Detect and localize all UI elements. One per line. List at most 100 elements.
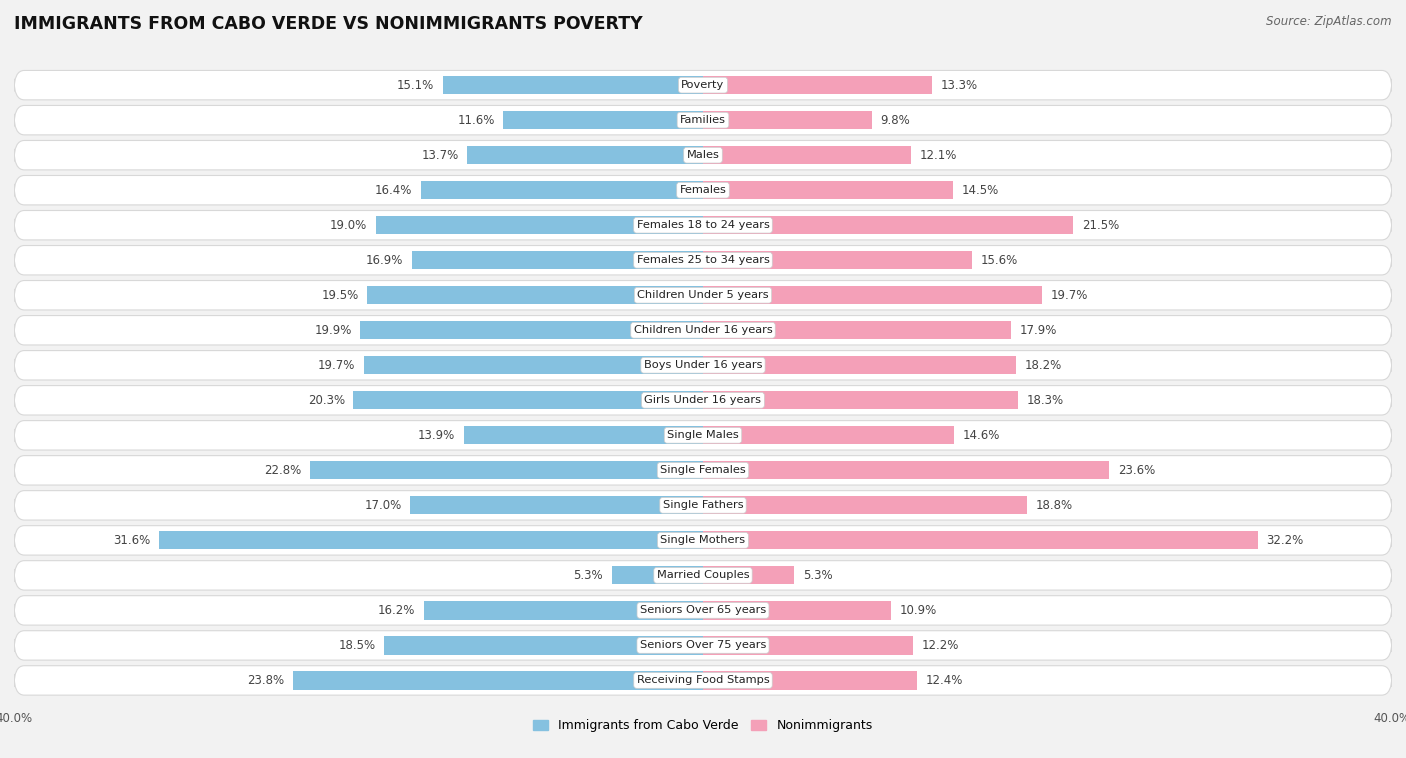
Text: 15.6%: 15.6% [980,254,1018,267]
Text: 18.8%: 18.8% [1035,499,1073,512]
Bar [703,672,917,690]
Bar [360,321,703,340]
Bar [703,391,1018,409]
Text: 21.5%: 21.5% [1083,219,1119,232]
Text: 12.1%: 12.1% [920,149,957,161]
FancyBboxPatch shape [14,246,1392,275]
Text: 19.0%: 19.0% [330,219,367,232]
Bar [375,216,703,234]
Text: Females 18 to 24 years: Females 18 to 24 years [637,221,769,230]
Text: 32.2%: 32.2% [1267,534,1303,547]
Text: 9.8%: 9.8% [880,114,910,127]
Text: 12.2%: 12.2% [922,639,959,652]
Text: 14.5%: 14.5% [962,183,998,196]
Text: Married Couples: Married Couples [657,570,749,581]
FancyBboxPatch shape [14,631,1392,660]
Legend: Immigrants from Cabo Verde, Nonimmigrants: Immigrants from Cabo Verde, Nonimmigrant… [529,714,877,738]
Text: 14.6%: 14.6% [963,429,1001,442]
Bar [703,356,1017,374]
Text: Seniors Over 75 years: Seniors Over 75 years [640,641,766,650]
Text: 17.9%: 17.9% [1019,324,1057,337]
Text: 19.9%: 19.9% [315,324,352,337]
Text: 18.3%: 18.3% [1026,394,1064,407]
Text: 17.0%: 17.0% [364,499,402,512]
Text: 23.8%: 23.8% [247,674,284,687]
Bar [703,321,1011,340]
Text: 19.7%: 19.7% [1050,289,1088,302]
Bar [292,672,703,690]
Bar [703,636,912,654]
Text: 18.2%: 18.2% [1025,359,1063,371]
Bar [367,286,703,305]
Bar [703,146,911,164]
Text: 11.6%: 11.6% [457,114,495,127]
Text: Single Mothers: Single Mothers [661,535,745,545]
Text: 19.7%: 19.7% [318,359,356,371]
Bar [503,111,703,130]
Bar [703,111,872,130]
Text: 18.5%: 18.5% [339,639,375,652]
Bar [703,216,1073,234]
Bar [425,601,703,619]
Text: Males: Males [686,150,720,160]
Text: 23.6%: 23.6% [1118,464,1156,477]
Text: Receiving Food Stamps: Receiving Food Stamps [637,675,769,685]
FancyBboxPatch shape [14,211,1392,240]
FancyBboxPatch shape [14,456,1392,485]
FancyBboxPatch shape [14,140,1392,170]
Bar [364,356,703,374]
Text: Females 25 to 34 years: Females 25 to 34 years [637,255,769,265]
FancyBboxPatch shape [14,666,1392,695]
Bar [420,181,703,199]
Text: 5.3%: 5.3% [574,569,603,582]
FancyBboxPatch shape [14,490,1392,520]
Text: Girls Under 16 years: Girls Under 16 years [644,396,762,406]
Bar [311,461,703,479]
Bar [412,251,703,269]
Bar [464,426,703,444]
Text: Children Under 16 years: Children Under 16 years [634,325,772,335]
Bar [612,566,703,584]
Bar [703,426,955,444]
Text: Families: Families [681,115,725,125]
Bar [703,601,891,619]
Bar [384,636,703,654]
FancyBboxPatch shape [14,596,1392,625]
Text: 13.9%: 13.9% [418,429,456,442]
Text: 12.4%: 12.4% [925,674,963,687]
Bar [467,146,703,164]
Text: 10.9%: 10.9% [900,604,936,617]
FancyBboxPatch shape [14,105,1392,135]
Bar [703,251,972,269]
Text: 20.3%: 20.3% [308,394,344,407]
FancyBboxPatch shape [14,350,1392,380]
Bar [703,286,1042,305]
Bar [443,76,703,94]
Text: Source: ZipAtlas.com: Source: ZipAtlas.com [1267,15,1392,28]
Text: Single Males: Single Males [666,431,740,440]
FancyBboxPatch shape [14,70,1392,100]
Text: 19.5%: 19.5% [322,289,359,302]
FancyBboxPatch shape [14,176,1392,205]
Text: 16.9%: 16.9% [366,254,404,267]
FancyBboxPatch shape [14,280,1392,310]
Text: 31.6%: 31.6% [112,534,150,547]
Text: Females: Females [679,185,727,196]
FancyBboxPatch shape [14,525,1392,555]
Text: 5.3%: 5.3% [803,569,832,582]
Bar [703,566,794,584]
FancyBboxPatch shape [14,421,1392,450]
Bar [411,496,703,515]
FancyBboxPatch shape [14,315,1392,345]
Text: Single Fathers: Single Fathers [662,500,744,510]
Bar [703,461,1109,479]
Text: 13.7%: 13.7% [422,149,458,161]
Text: 13.3%: 13.3% [941,79,977,92]
Text: Poverty: Poverty [682,80,724,90]
Bar [703,76,932,94]
Bar [703,531,1257,550]
Bar [703,496,1026,515]
Text: 16.4%: 16.4% [374,183,412,196]
FancyBboxPatch shape [14,561,1392,590]
FancyBboxPatch shape [14,386,1392,415]
